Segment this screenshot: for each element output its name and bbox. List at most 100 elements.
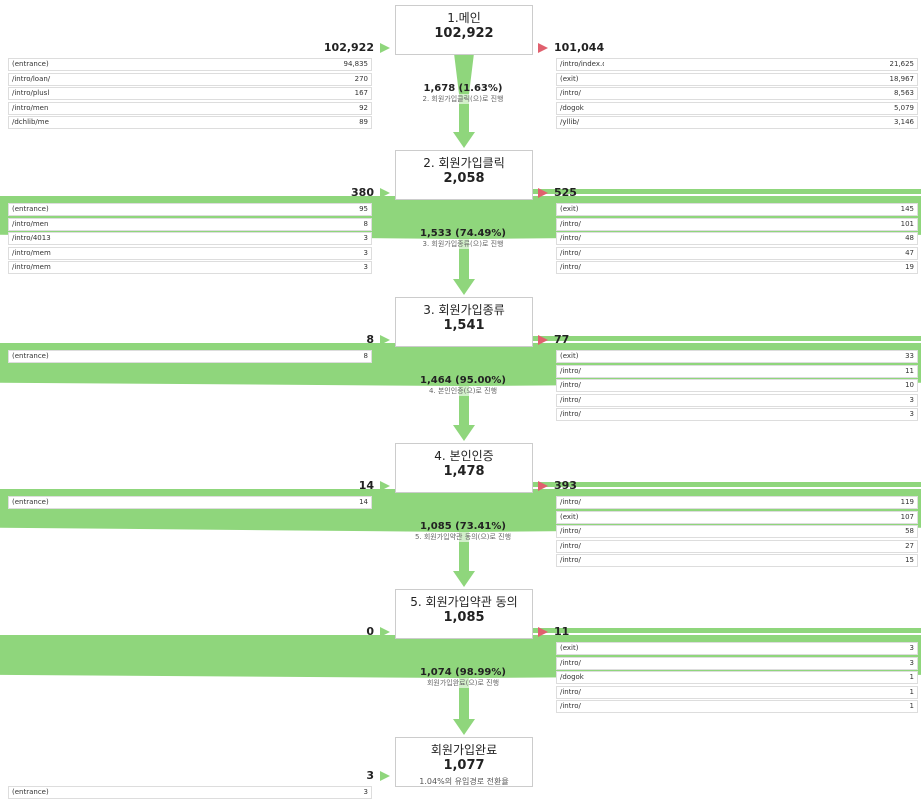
step-box: 4. 본인인증 1,478 xyxy=(395,443,533,493)
row-value: 89 xyxy=(359,118,368,126)
row-label: /intro/mem xyxy=(12,248,51,257)
row-label: /intro/ xyxy=(560,248,581,257)
row-value: 3 xyxy=(909,410,914,418)
row-label: /intro/4013 xyxy=(12,234,51,242)
row-label: /intro/plusl xyxy=(12,89,50,97)
row-label: (exit) xyxy=(560,205,579,213)
bar-proceed xyxy=(401,482,921,487)
exit-arrow xyxy=(538,188,548,198)
row-value: 8 xyxy=(363,219,368,228)
row-value: 101 xyxy=(900,219,914,228)
exit-arrow xyxy=(538,43,548,53)
exit-arrow xyxy=(538,335,548,345)
row-value: 3 xyxy=(363,234,368,242)
row-value: 3 xyxy=(363,263,368,271)
exit-row: /intro/15 xyxy=(556,554,918,567)
entrance-arrow xyxy=(380,627,390,637)
row-label: /yllib/ xyxy=(560,118,580,126)
proceed-label: 1,464 (95.00%) 4. 본인인증(으)로 진행 xyxy=(363,375,563,396)
exit-row: /intro/index.do 21,625 xyxy=(556,58,918,71)
entrance-count: 0 xyxy=(366,625,374,638)
bar-proceed xyxy=(401,628,921,633)
exit-count: 77 xyxy=(554,333,570,346)
row-label: /intro/ xyxy=(560,381,581,389)
proceed-label: 1,533 (74.49%) 3. 회원가입종류(으)로 진행 xyxy=(363,228,563,249)
proceed-target: 3. 회원가입종류(으)로 진행 xyxy=(363,239,563,249)
entrance-arrow xyxy=(380,43,390,53)
exit-row: /intro/101 xyxy=(556,217,918,231)
exit-arrow xyxy=(538,481,548,491)
entrance-row: /intro/men 8 xyxy=(8,217,372,231)
bar-proceed xyxy=(401,336,921,341)
row-value: 107 xyxy=(900,512,914,521)
row-value: 145 xyxy=(900,205,914,213)
exit-arrow xyxy=(538,627,548,637)
proceed-target: 4. 본인인증(으)로 진행 xyxy=(363,386,563,396)
step-title: 1.메인 xyxy=(447,11,481,25)
row-value: 3,146 xyxy=(893,118,914,126)
entrance-row: (entrance) 8 xyxy=(8,350,372,363)
row-label: /intro/ xyxy=(560,89,581,97)
row-label: /dogok xyxy=(560,673,584,681)
exit-count: 11 xyxy=(554,625,570,638)
row-value: 15 xyxy=(905,556,914,564)
step-total: 1,077 xyxy=(443,758,485,773)
row-label: /intro/index.do xyxy=(560,60,604,68)
entrance-row: (entrance) 94,835 xyxy=(8,58,372,71)
row-value: 92 xyxy=(359,103,368,112)
row-value: 1 xyxy=(909,673,914,681)
exit-row: /intro/27 xyxy=(556,539,918,553)
entrance-row: /intro/mem 3 xyxy=(8,261,372,274)
step-total: 2,058 xyxy=(443,171,485,186)
row-label: (entrance) xyxy=(12,205,49,213)
row-value: 3 xyxy=(909,658,914,667)
row-value: 119 xyxy=(900,498,914,506)
row-label: /intro/ xyxy=(560,234,581,242)
step-total: 1,478 xyxy=(443,464,485,479)
exit-row: /yllib/3,146 xyxy=(556,116,918,129)
entrance-arrow xyxy=(380,335,390,345)
step-title: 회원가입완료 xyxy=(430,743,498,757)
exit-row: /intro/1 xyxy=(556,685,918,699)
exit-row: /intro/58 xyxy=(556,525,918,538)
exit-row: (exit) 145 xyxy=(556,203,918,216)
row-label: /intro/men xyxy=(12,103,49,112)
exit-row: /intro/19 xyxy=(556,261,918,274)
row-label: (exit) xyxy=(560,74,579,83)
step-box: 5. 회원가입약관 동의 1,085 xyxy=(395,589,533,639)
exit-count: 393 xyxy=(554,479,577,492)
exit-row: /intro/3 xyxy=(556,393,918,407)
proceed-count: 1,464 (95.00%) xyxy=(420,375,506,386)
entrance-row: (entrance) 3 xyxy=(8,786,372,799)
row-value: 47 xyxy=(905,248,914,257)
exit-row: /intro/11 xyxy=(556,364,918,378)
entrance-count: 14 xyxy=(358,479,374,492)
exit-row: /intro/1 xyxy=(556,700,918,713)
exit-row: (exit) 107 xyxy=(556,510,918,524)
exit-row: (exit) 33 xyxy=(556,350,918,363)
exit-row: /intro/48 xyxy=(556,232,918,245)
row-label: /intro/ xyxy=(560,702,581,710)
step-total: 1,085 xyxy=(443,610,485,625)
row-value: 48 xyxy=(905,234,914,242)
proceed-target: 5. 회원가입약관 동의(으)로 진행 xyxy=(363,532,563,542)
row-label: /intro/ xyxy=(560,395,581,404)
entrance-row: (entrance) 95 xyxy=(8,203,372,216)
exit-row: (exit) 3 xyxy=(556,642,918,655)
row-value: 58 xyxy=(905,527,914,535)
entrance-row: /intro/mem 3 xyxy=(8,246,372,260)
row-label: /intro/men xyxy=(12,219,49,228)
exit-row: /dogok 5,079 xyxy=(556,101,918,115)
row-value: 33 xyxy=(905,352,914,360)
proceed-label: 1,085 (73.41%) 5. 회원가입약관 동의(으)로 진행 xyxy=(363,521,563,542)
proceed-target: 2. 회원가입클릭(으)로 진행 xyxy=(363,94,563,104)
conversion-note: 1.04%의 유입경로 전환율 xyxy=(419,777,509,786)
entrance-count: 380 xyxy=(351,186,374,199)
row-label: (entrance) xyxy=(12,60,49,68)
entrance-arrow xyxy=(380,188,390,198)
row-value: 3 xyxy=(909,644,914,652)
proceed-count: 1,533 (74.49%) xyxy=(420,228,506,239)
row-value: 95 xyxy=(359,205,368,213)
exit-row: /intro/3 xyxy=(556,656,918,670)
exit-row: /intro/10 xyxy=(556,379,918,392)
